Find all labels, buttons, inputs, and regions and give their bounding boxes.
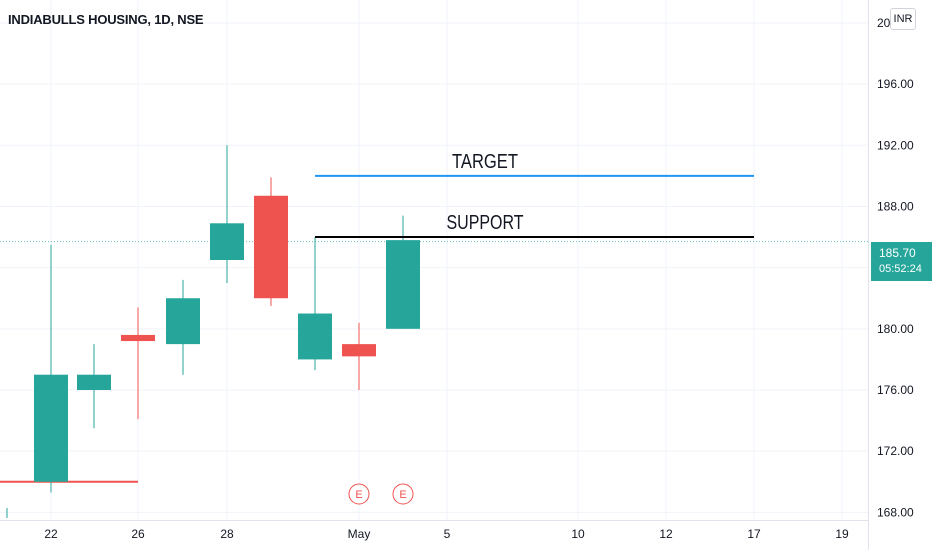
earnings-event-label: E — [399, 489, 406, 501]
candle-body — [121, 334, 155, 342]
candle-body — [34, 374, 68, 482]
candle-body — [386, 240, 420, 329]
currency-button[interactable]: INR — [890, 8, 916, 30]
y-tick-label: 172.00 — [877, 444, 914, 458]
earnings-event-icon — [348, 483, 370, 505]
bar-countdown: 05:52:24 — [879, 263, 922, 275]
y-tick-label: 176.00 — [877, 383, 914, 397]
candle-body — [254, 195, 288, 299]
x-tick-label: 28 — [220, 527, 234, 541]
y-tick-label: 180.00 — [877, 322, 914, 336]
candle-body — [166, 298, 200, 345]
earnings-event-icon — [392, 483, 414, 505]
candle-body — [298, 313, 332, 360]
x-tick-label: 12 — [659, 527, 673, 541]
y-tick-label: 168.00 — [877, 505, 914, 519]
chart-title: INDIABULLS HOUSING, 1D, NSE — [8, 12, 204, 27]
last-price-value: 185.70 — [879, 246, 916, 260]
last-price-badge: 185.70 05:52:24 — [871, 242, 932, 281]
earnings-event-label: E — [355, 489, 362, 501]
y-tick-label: 196.00 — [877, 77, 914, 91]
y-tick-label: 188.00 — [877, 199, 914, 213]
target-label: TARGET — [452, 151, 518, 173]
x-tick-label: 10 — [571, 527, 585, 541]
candle-body — [210, 223, 244, 260]
x-tick-label: 17 — [747, 527, 761, 541]
x-tick-label: May — [348, 527, 371, 541]
candle-body — [77, 374, 111, 390]
x-tick-label: 26 — [131, 527, 145, 541]
x-tick-label: 22 — [44, 527, 58, 541]
y-tick-label: 192.00 — [877, 138, 914, 152]
x-tick-label: 19 — [835, 527, 849, 541]
support-label: SUPPORT — [447, 212, 524, 234]
x-tick-label: 5 — [444, 527, 451, 541]
candle-body — [342, 344, 376, 357]
